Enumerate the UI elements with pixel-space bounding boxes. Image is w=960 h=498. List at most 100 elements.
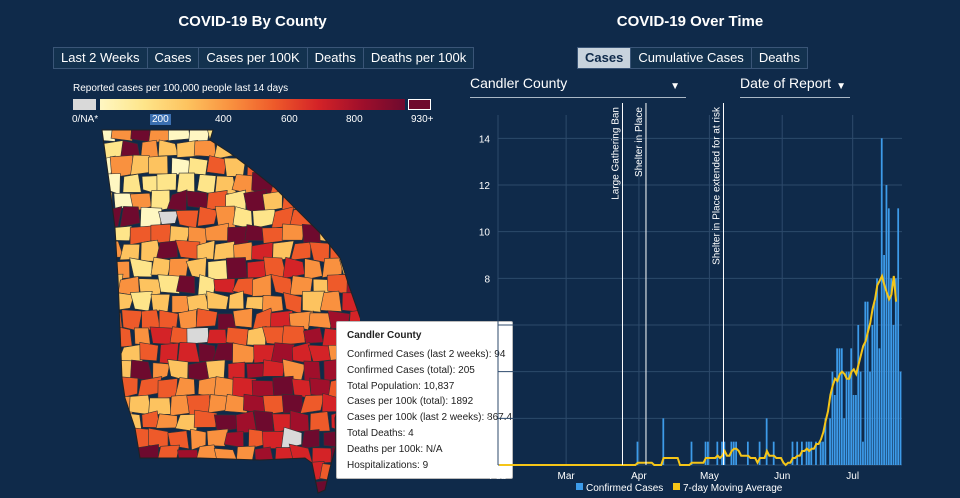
county-shape (282, 154, 307, 174)
legend-swatch (576, 483, 583, 490)
county-shape (223, 157, 247, 178)
county-shape (206, 290, 229, 310)
county-select-value: Candler County (470, 75, 568, 91)
case-bar (864, 301, 867, 465)
last-2-weeks-button[interactable]: Last 2 Weeks (54, 48, 148, 68)
county-shape (284, 465, 304, 482)
legend-swatch (673, 483, 680, 490)
county-select[interactable]: Candler County ▼ (470, 75, 686, 98)
county-shape (174, 377, 196, 397)
case-bar (822, 441, 824, 465)
county-shape (204, 222, 229, 242)
county-shape (175, 239, 201, 260)
cases-over-time-chart: Large Gathering Ban Shelter in Place Shelt… (479, 103, 902, 494)
county-shape (300, 130, 325, 140)
county-shape (102, 291, 117, 314)
county-shape (270, 274, 294, 297)
county-shape (226, 257, 248, 280)
deaths-button[interactable]: Deaths (307, 48, 364, 68)
tooltip-line: Total Population: 10,837 (347, 380, 455, 392)
county-shape (346, 240, 360, 264)
case-bar (892, 325, 895, 465)
case-bar (829, 418, 831, 465)
tab-cumulative-cases[interactable]: Cumulative Cases (631, 48, 752, 68)
county-shape (102, 325, 116, 346)
legend-na-label: 0/NA* (72, 114, 99, 125)
county-shape (129, 257, 153, 278)
case-bar (878, 348, 881, 465)
county-shape (346, 174, 360, 193)
case-bar (690, 441, 693, 465)
x-tick-label: Feb (489, 471, 507, 482)
county-shape (311, 447, 333, 464)
legend-title: Reported cases per 100,000 people last 1… (73, 83, 289, 94)
y-tick-label: 8 (484, 274, 490, 285)
case-bar (810, 441, 813, 465)
tab-cases[interactable]: Cases (578, 48, 632, 68)
case-bar (735, 441, 737, 465)
legend-color-scale (100, 99, 405, 110)
georgia-county-map[interactable] (100, 128, 360, 498)
county-shape (291, 171, 310, 195)
case-bar (808, 441, 810, 465)
county-shape (102, 461, 115, 483)
legend-na-swatch (73, 99, 96, 110)
county-shape (155, 240, 178, 260)
county-shape (323, 189, 344, 212)
county-shape (171, 157, 191, 176)
county-shape (227, 130, 246, 143)
tooltip-title: Candler County (347, 330, 422, 341)
county-shape (118, 376, 139, 399)
county-shape (152, 362, 171, 382)
county-shape (254, 446, 274, 467)
case-bar (838, 348, 841, 465)
county-shape (319, 222, 344, 244)
case-bar (805, 441, 808, 465)
case-bar (876, 278, 878, 465)
county-shape (262, 461, 286, 482)
county-shape (129, 291, 153, 312)
case-bar (857, 325, 860, 465)
county-shape (206, 329, 227, 345)
county-shape (175, 275, 196, 294)
county-shape (118, 479, 144, 493)
county-shape (299, 394, 325, 414)
county-shape (133, 327, 151, 346)
tab-deaths[interactable]: Deaths (751, 48, 808, 68)
county-shape (178, 478, 200, 493)
county-shape (157, 479, 181, 493)
tooltip-line: Confirmed Cases (total): 205 (347, 364, 475, 376)
cases-button[interactable]: Cases (147, 48, 200, 68)
county-shape (302, 290, 326, 313)
tooltip-line: Deaths per 100k: N/A (347, 443, 443, 455)
county-shape (345, 140, 360, 159)
county-shape (244, 130, 269, 142)
county-shape (111, 464, 135, 484)
case-bar (707, 441, 709, 465)
case-bar (885, 185, 888, 465)
county-shape (102, 429, 115, 448)
county-shape (167, 430, 190, 450)
case-bar (636, 441, 639, 465)
deaths-per-100k-button[interactable]: Deaths per 100k (363, 48, 474, 68)
county-shape (212, 342, 235, 361)
map-metric-buttons: Last 2 Weeks Cases Cases per 100K Deaths… (53, 47, 475, 69)
county-shape (102, 342, 120, 362)
county-shape (280, 426, 303, 450)
county-shape (251, 380, 275, 397)
case-bar (796, 441, 799, 465)
cases-per-100k-button[interactable]: Cases per 100K (199, 48, 308, 68)
county-shape (119, 206, 141, 228)
county-shape (122, 173, 142, 193)
county-shape (178, 309, 197, 331)
chart-title: COVID-19 Over Time (616, 13, 764, 30)
county-shape (358, 130, 360, 143)
county-shape (223, 431, 244, 448)
case-bar (833, 395, 836, 465)
x-tick-label: May (700, 471, 719, 482)
case-bar (845, 371, 848, 465)
county-shape (110, 130, 134, 142)
date-select[interactable]: Date of Report ▼ (740, 75, 850, 98)
county-shape (103, 173, 121, 195)
county-shape (190, 428, 207, 451)
